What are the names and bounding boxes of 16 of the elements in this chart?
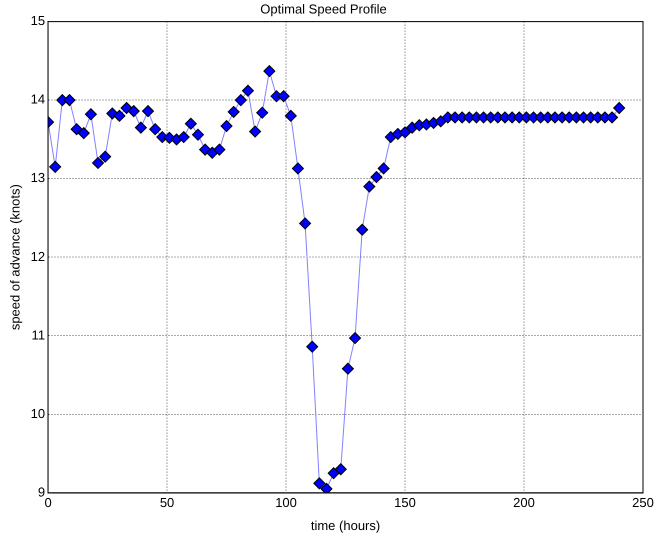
x-tick-label: 100 [275,495,297,510]
x-tick-label: 0 [44,495,52,510]
y-tick-label: 14 [30,92,46,107]
y-tick-label: 10 [30,406,46,421]
x-tick-label: 200 [513,495,535,510]
y-axis-title: speed of advance (knots) [7,184,22,330]
y-tick-label: 13 [30,170,46,186]
chart-title: Optimal Speed Profile [260,1,387,16]
x-tick-label: 250 [632,495,654,510]
y-tick-label: 11 [32,327,46,342]
x-axis-title: time (hours) [310,518,380,533]
y-tick-label: 15 [30,13,46,28]
y-tick-label: 12 [30,248,46,264]
x-tick-label: 150 [394,495,416,510]
x-tick-label: 50 [160,495,174,510]
y-tick-label: 9 [38,484,46,500]
